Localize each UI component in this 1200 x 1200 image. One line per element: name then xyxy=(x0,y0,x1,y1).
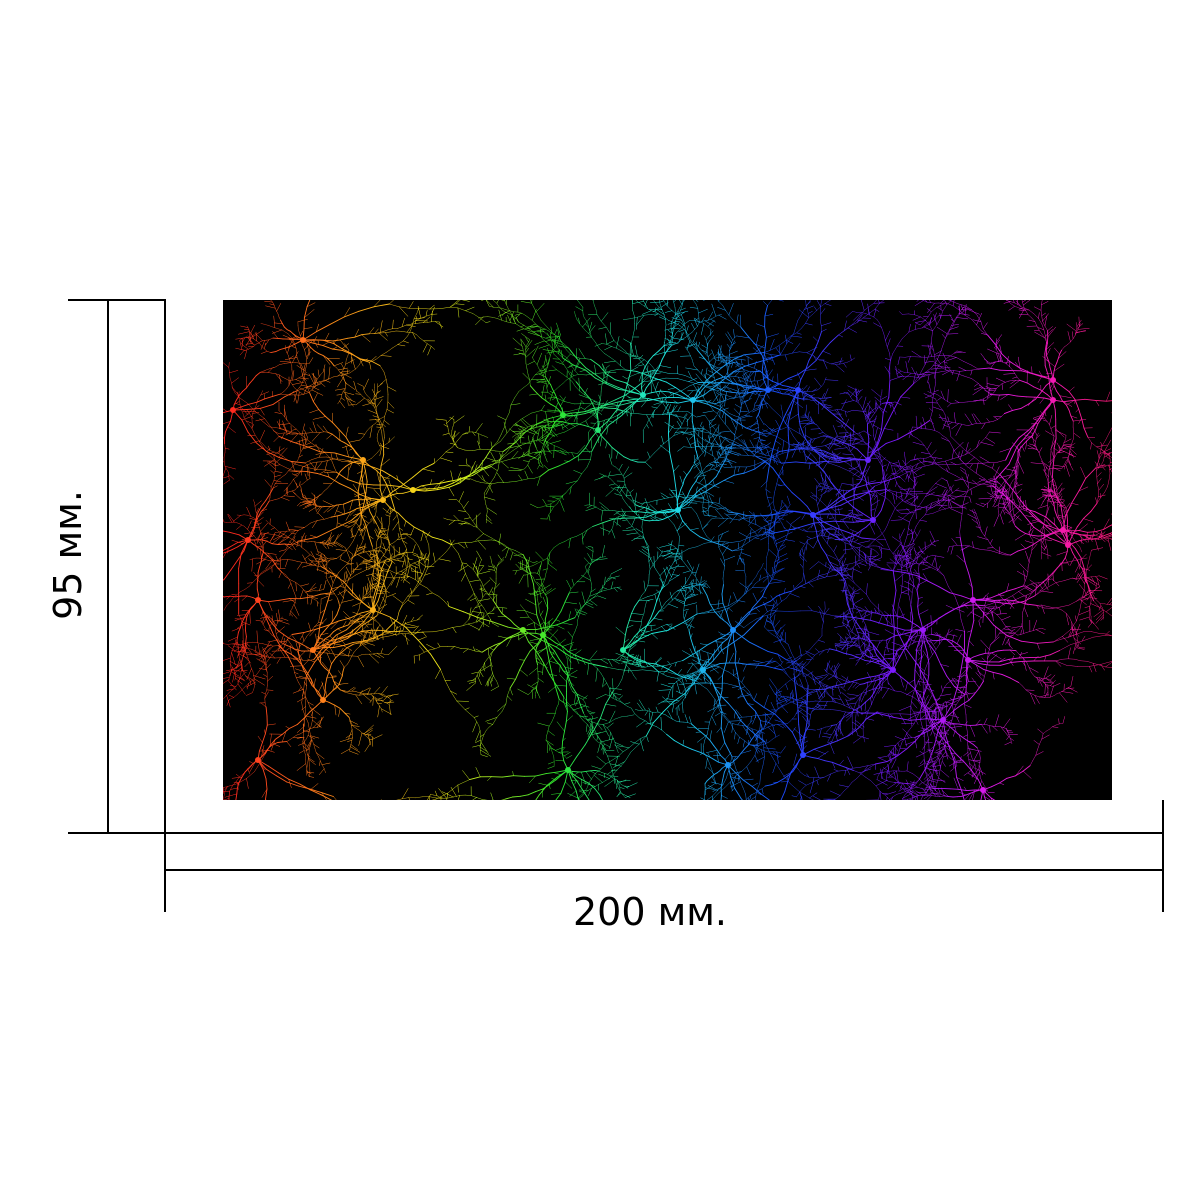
height-dimension-top-tick xyxy=(68,299,166,301)
height-dimension-line xyxy=(107,299,109,834)
width-dimension-line xyxy=(164,869,1164,871)
height-dimension-bottom-tick xyxy=(68,832,166,834)
neuron-artwork xyxy=(223,300,1112,800)
width-dimension-right-tick xyxy=(1162,800,1164,912)
width-dimension-left-tick xyxy=(164,800,166,912)
height-label: 95 мм. xyxy=(46,490,90,620)
width-dimension-upper-line xyxy=(164,832,1164,834)
neuron-artwork-canvas xyxy=(223,300,1112,800)
width-label: 200 мм. xyxy=(572,890,728,934)
height-dimension-extension xyxy=(164,299,166,834)
